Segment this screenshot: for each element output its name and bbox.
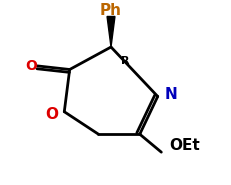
Text: N: N (165, 87, 178, 102)
Text: OEt: OEt (169, 138, 200, 153)
Text: R: R (121, 56, 130, 65)
Text: Ph: Ph (100, 3, 122, 18)
Polygon shape (107, 16, 115, 47)
Text: O: O (45, 107, 58, 122)
Text: O: O (25, 59, 37, 73)
